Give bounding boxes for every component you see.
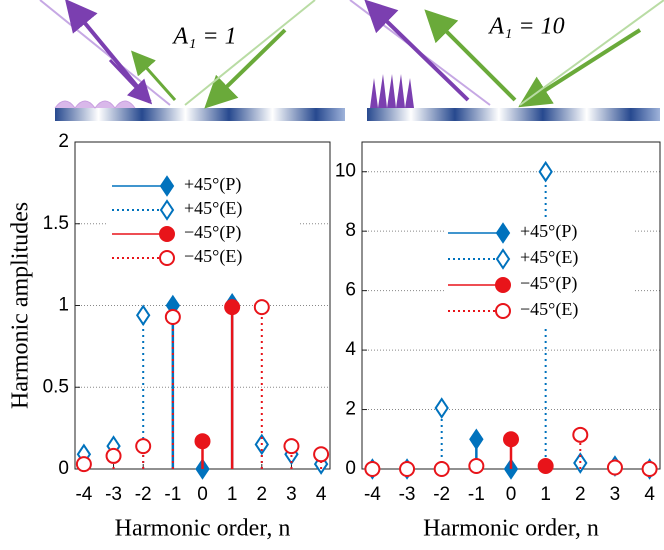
stem-marker xyxy=(606,459,623,476)
y-tick-label: 2 xyxy=(58,131,69,152)
stem-marker xyxy=(164,308,181,325)
legend-marker xyxy=(495,222,511,244)
stem-marker xyxy=(135,304,151,327)
x-tick-label: 2 xyxy=(575,484,586,505)
stem-marker xyxy=(253,299,270,316)
legend-marker xyxy=(159,199,175,221)
x-tick-label: 4 xyxy=(316,484,327,505)
legend-marker xyxy=(495,277,511,293)
x-tick-label: -2 xyxy=(135,484,152,505)
x-axis-label: Harmonic order, n xyxy=(423,516,599,542)
legend-label: −45°(E) xyxy=(520,299,578,320)
legend-label: +45°(P) xyxy=(520,221,577,242)
stem-marker xyxy=(433,461,450,477)
x-tick-label: -3 xyxy=(105,484,122,505)
x-axis-label: Harmonic order, n xyxy=(115,516,291,542)
legend-marker xyxy=(159,226,175,242)
legend-label: +45°(E) xyxy=(184,198,242,219)
x-tick-label: -3 xyxy=(399,484,416,505)
x-tick-label: 4 xyxy=(644,484,655,505)
legend-marker xyxy=(495,248,511,270)
x-tick-label: -1 xyxy=(164,484,181,505)
legend-label: +45°(P) xyxy=(184,174,241,195)
y-tick-label: 6 xyxy=(345,280,356,301)
y-tick-label: 0.5 xyxy=(43,376,69,397)
illustration xyxy=(39,0,664,121)
x-tick-label: 3 xyxy=(286,484,297,505)
stem-marker xyxy=(641,461,658,477)
stem-marker xyxy=(538,160,553,183)
x-tick-label: -4 xyxy=(364,484,381,505)
x-tick-label: -4 xyxy=(75,484,92,505)
stem-marker xyxy=(537,458,554,475)
stem-marker xyxy=(572,426,589,443)
x-tick-label: 1 xyxy=(540,484,551,505)
stem-marker xyxy=(283,438,300,455)
x-tick-label: 3 xyxy=(610,484,621,505)
x-tick-label: -2 xyxy=(433,484,450,505)
y-tick-label: 8 xyxy=(345,220,356,241)
y-tick-label: 2 xyxy=(345,399,356,420)
stem-marker xyxy=(573,452,588,474)
legend-marker xyxy=(159,175,175,197)
x-tick-label: 0 xyxy=(197,484,208,505)
stem-marker xyxy=(194,433,211,450)
x-tick-label: 1 xyxy=(227,484,238,505)
y-tick-label: 1.5 xyxy=(43,213,69,234)
legend-label: −45°(P) xyxy=(184,222,241,243)
annotation: A₁ = 10 xyxy=(487,14,564,40)
stem-marker xyxy=(434,397,449,419)
legend-box xyxy=(444,220,634,328)
stem-marker xyxy=(105,447,122,464)
stem-marker xyxy=(399,461,416,477)
stem-marker xyxy=(224,299,241,316)
annotation: A₁ = 1 xyxy=(171,24,236,50)
stem-marker xyxy=(75,456,92,473)
stem-marker xyxy=(468,458,485,475)
legend-box xyxy=(108,173,298,273)
legend-label: −45°(P) xyxy=(520,273,577,294)
legend-label: +45°(E) xyxy=(520,247,578,268)
x-tick-label: 2 xyxy=(257,484,268,505)
y-axis-label: Harmonic amplitudes xyxy=(8,202,34,409)
legend-label: −45°(E) xyxy=(184,246,242,267)
x-tick-label: 0 xyxy=(506,484,517,505)
legend-marker xyxy=(159,250,175,266)
y-tick-label: 0 xyxy=(345,458,356,479)
y-tick-label: 0 xyxy=(58,458,69,479)
stem-marker xyxy=(469,428,484,451)
x-tick-label: -1 xyxy=(468,484,485,505)
y-tick-label: 4 xyxy=(345,339,356,360)
stem-marker xyxy=(503,431,519,448)
stem-marker xyxy=(135,438,152,455)
stem-marker xyxy=(313,446,330,463)
stem-marker xyxy=(364,461,381,477)
y-tick-label: 10 xyxy=(335,161,356,182)
y-tick-label: 1 xyxy=(58,295,69,316)
legend-marker xyxy=(495,303,511,319)
